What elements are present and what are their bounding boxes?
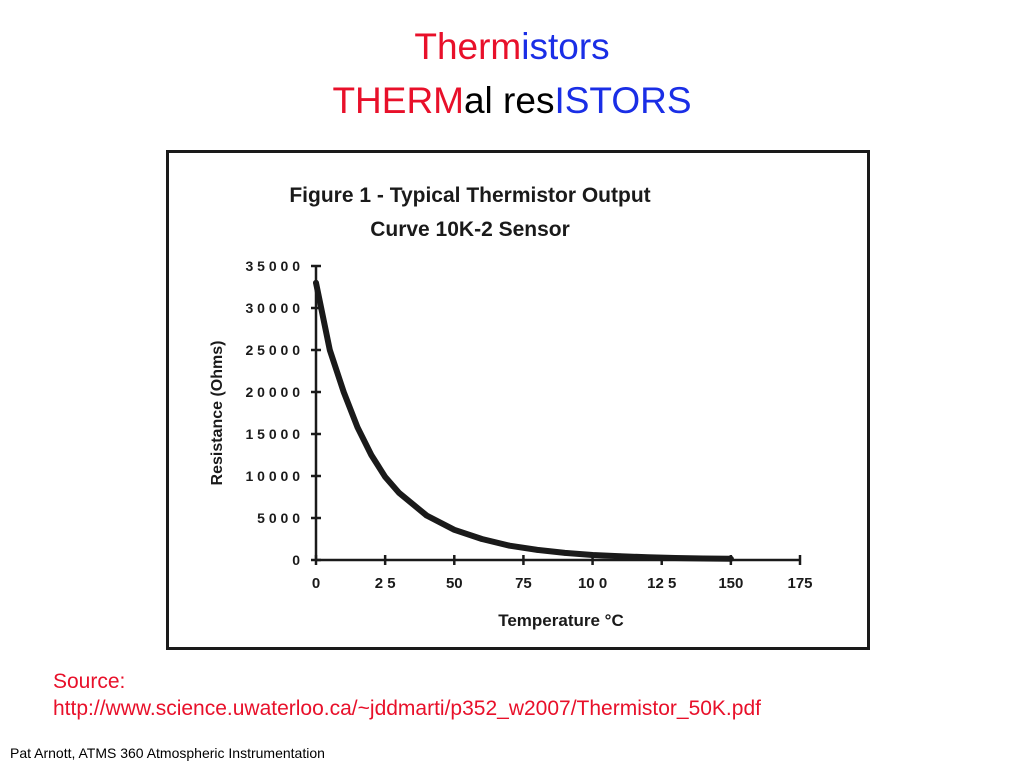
x-tick-label: 175 [787,575,812,592]
data-point [451,527,458,533]
data-point [479,536,485,542]
y-axis-label: Resistance (Ohms) [209,341,226,486]
title-part: al res [463,80,555,121]
y-tick-label: 0 [292,552,300,568]
data-point [423,512,430,519]
x-tick-label: 10 0 [578,575,607,592]
y-tick-label: 2 5 0 0 0 [246,342,301,358]
data-point [645,554,651,561]
data-point [672,555,679,561]
x-tick-label: 0 [312,575,320,592]
y-tick-label: 1 5 0 0 0 [246,426,301,442]
title-part: THERM [332,80,464,121]
data-point [534,547,541,553]
title-part: Therm [414,26,522,67]
data-point [382,474,388,480]
title-part: istors [521,26,610,67]
data-point [617,553,623,559]
data-point [700,555,706,562]
data-point [327,347,333,353]
y-tick-label: 5 0 0 0 [257,510,300,526]
source-citation: Source: http://www.science.uwaterloo.ca/… [53,668,761,722]
data-point [354,424,361,431]
y-tick-label: 3 5 0 0 0 [246,258,301,274]
y-tick-label: 1 0 0 0 0 [246,468,301,484]
y-tick-label: 2 0 0 0 0 [246,384,301,400]
chart-subtitle: Curve 10K-2 Sensor [370,218,570,241]
slide-title-line-1: Thermistors [0,28,1024,65]
x-tick-label: 150 [718,575,743,592]
data-point [396,490,402,496]
chart-title: Figure 1 - Typical Thermistor Output [289,184,650,207]
x-axis-label: Temperature °C [498,611,624,630]
ticks: 0 2 5 50 75 10 0 12 5 150 175 0 5 0 0 0 1 0 0 0 0 1… [246,258,813,592]
source-label: Source: [53,670,126,693]
axes [314,266,800,562]
source-url[interactable]: http://www.science.uwaterloo.ca/~jddmart… [53,697,761,720]
data-point [313,280,319,286]
data-point [562,550,568,556]
data-point [728,556,734,562]
data-point [340,389,347,395]
data-point [589,552,596,558]
x-tick-label: 50 [446,575,463,592]
series [313,279,734,562]
thermistor-chart: Figure 1 - Typical Thermistor Output Cur… [209,184,813,630]
footer-credit: Pat Arnott, ATMS 360 Atmospheric Instrum… [10,745,325,761]
figure-frame: Figure 1 - Typical Thermistor Output Cur… [166,150,870,650]
data-point [368,452,375,458]
data-point [506,542,513,549]
series-line [313,279,734,562]
title-part: ISTORS [554,80,692,121]
x-tick-label: 12 5 [647,575,676,592]
x-tick-label: 2 5 [375,575,396,592]
slide-title-line-2: THERMal resISTORS [0,82,1024,119]
y-tick-label: 3 0 0 0 0 [246,300,301,316]
x-tick-label: 75 [515,575,532,592]
